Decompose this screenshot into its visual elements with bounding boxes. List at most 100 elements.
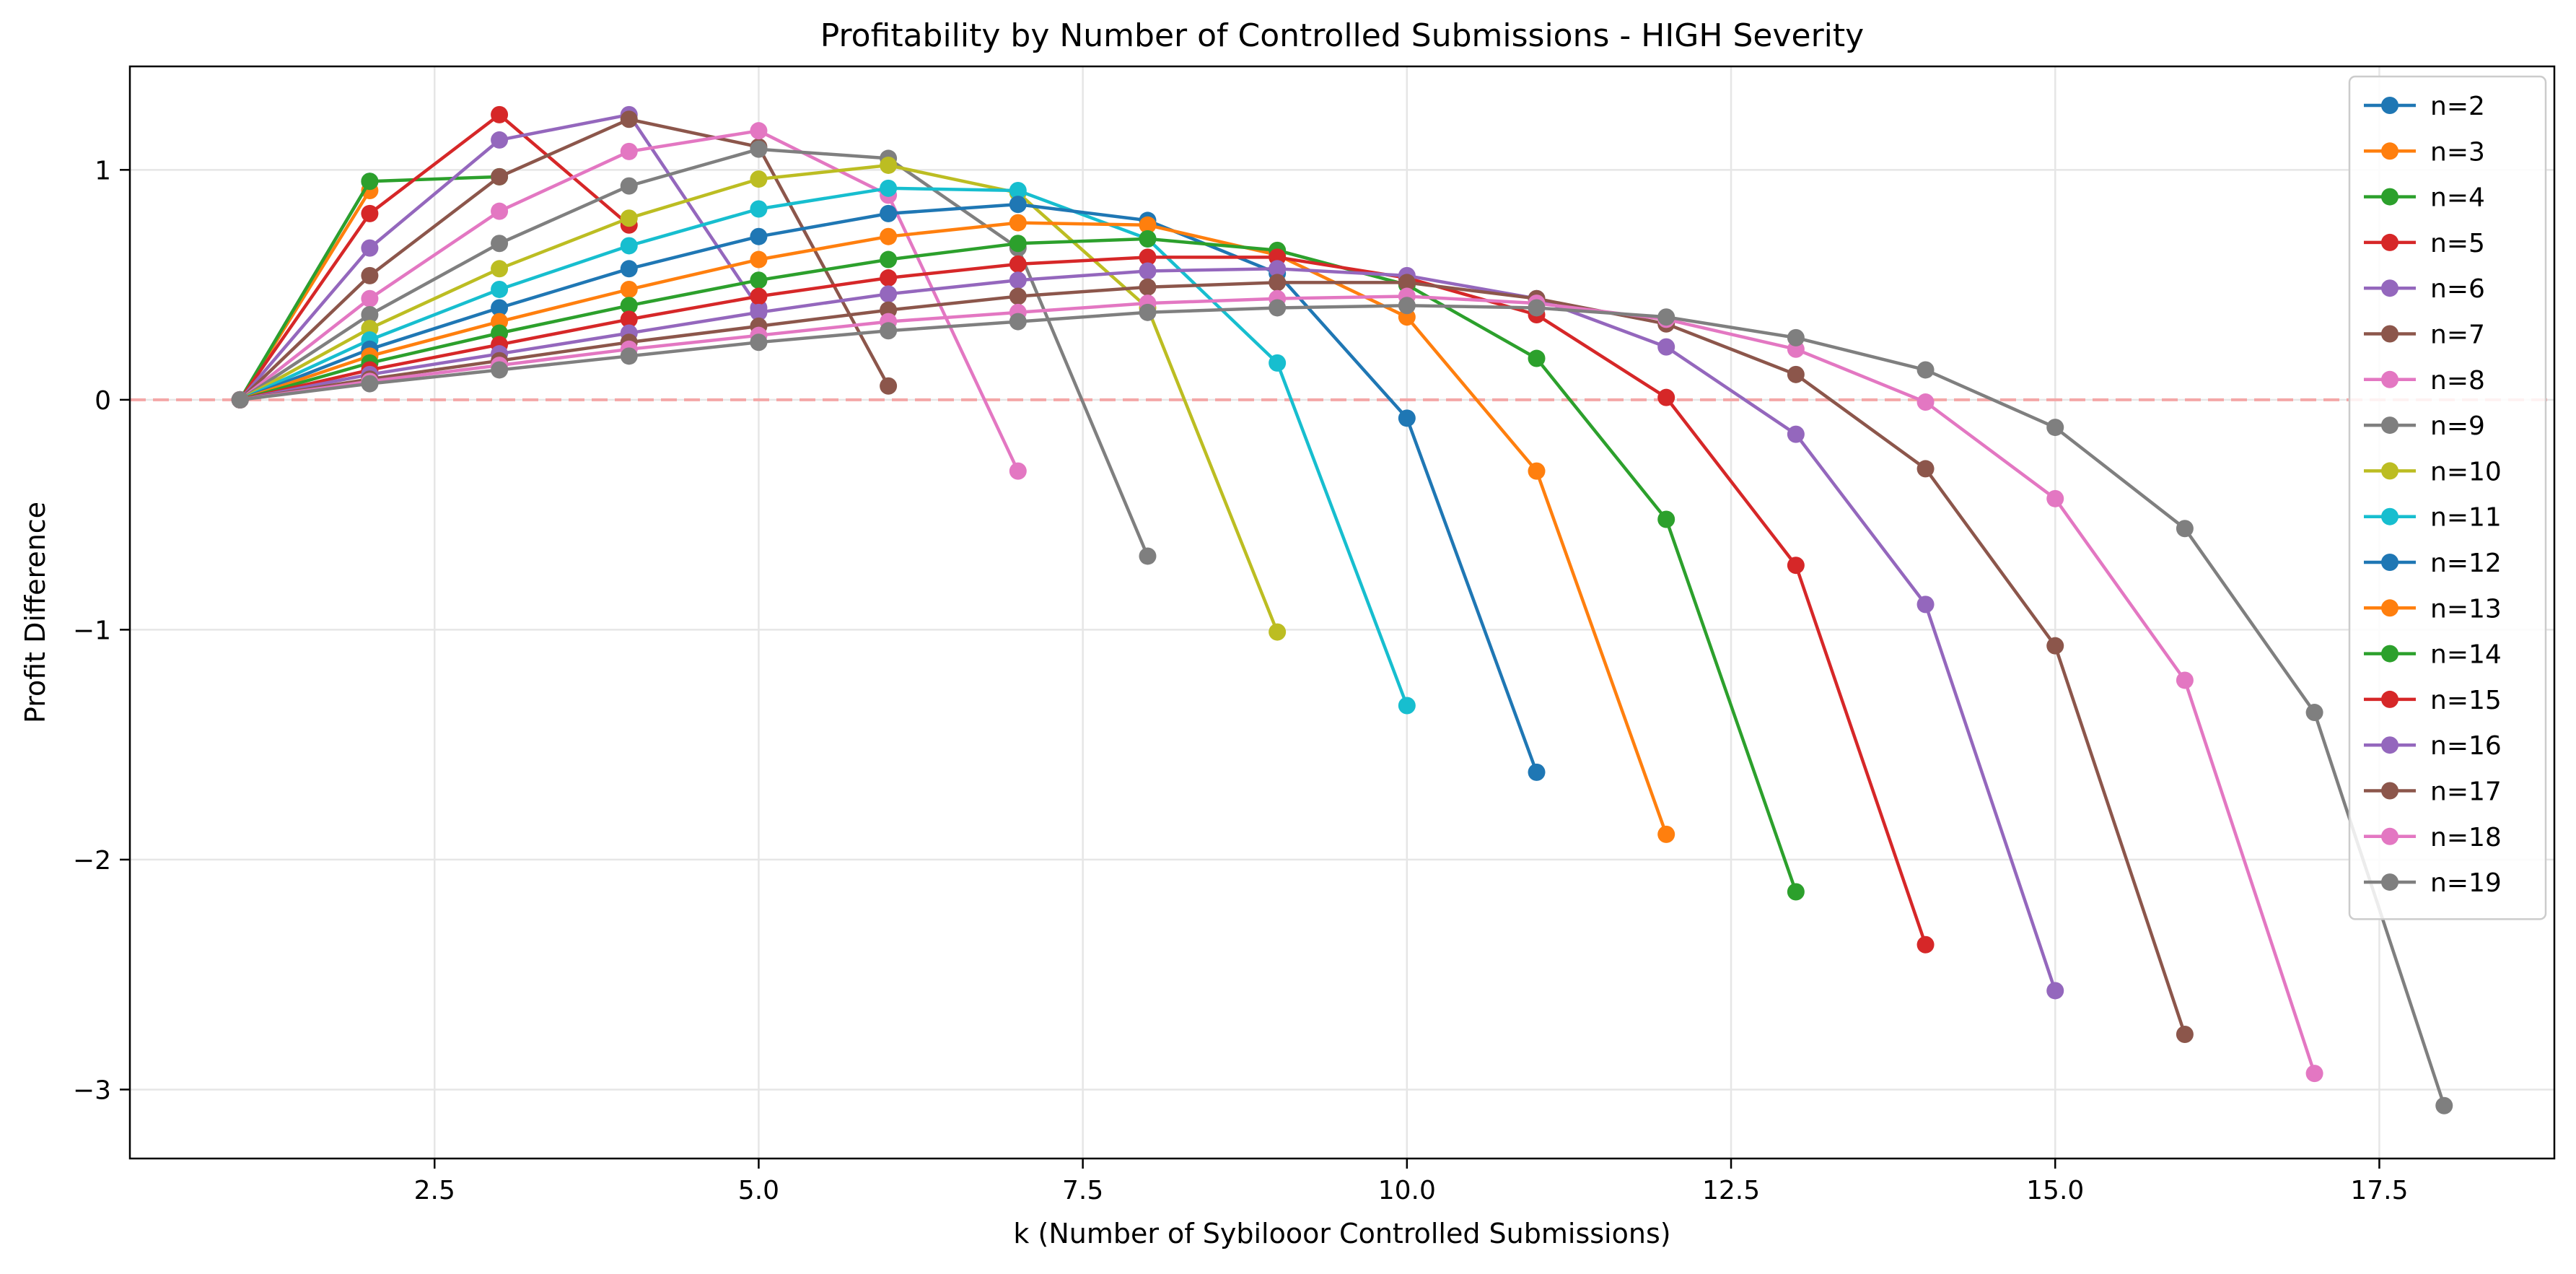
data-point — [750, 140, 768, 158]
data-point — [2176, 671, 2194, 689]
data-point — [1787, 425, 1805, 443]
legend-marker — [2381, 370, 2398, 388]
data-point — [880, 204, 898, 222]
chart-title: Profitability by Number of Controlled Su… — [820, 17, 1864, 54]
legend-item: n=8 — [2364, 366, 2485, 396]
legend-item: n=16 — [2364, 731, 2502, 761]
y-tick-label: −1 — [73, 616, 111, 645]
series-line — [239, 118, 890, 401]
series-line — [239, 221, 1668, 835]
legend-label: n=19 — [2430, 868, 2502, 898]
data-point — [620, 237, 638, 255]
legend-item: n=12 — [2364, 549, 2502, 578]
series-line — [240, 281, 2187, 1035]
data-point — [361, 266, 379, 284]
data-point — [1787, 365, 1805, 383]
legend-item: n=5 — [2364, 229, 2485, 258]
data-point — [1009, 214, 1027, 232]
data-point — [1269, 623, 1287, 641]
data-point — [1528, 763, 1546, 781]
data-point — [491, 131, 509, 149]
data-point — [1398, 409, 1416, 427]
legend-label: n=13 — [2430, 594, 2502, 624]
legend-marker — [2381, 97, 2398, 114]
legend-item: n=19 — [2364, 868, 2502, 898]
legend-item: n=13 — [2364, 594, 2502, 624]
data-point — [750, 170, 768, 188]
data-point — [1398, 274, 1416, 292]
legend-label: n=6 — [2430, 274, 2485, 304]
y-tick-label: 1 — [95, 156, 111, 186]
data-point — [1916, 460, 1935, 478]
legend-marker — [2381, 279, 2398, 297]
legend-item: n=3 — [2364, 137, 2485, 167]
legend-item: n=11 — [2364, 503, 2502, 533]
x-tick-label: 10.0 — [1378, 1176, 1436, 1205]
y-axis-ticks: 1 0 −1 −2 −3 — [73, 156, 130, 1105]
legend-item: n=4 — [2364, 183, 2485, 213]
data-point — [880, 322, 898, 340]
plot-frame — [128, 65, 2556, 1160]
data-point — [1139, 262, 1157, 280]
data-point — [1657, 825, 1675, 843]
x-axis-label: k (Number of Sybilooor Controlled Submis… — [1013, 1218, 1670, 1249]
legend-marker — [2381, 736, 2398, 754]
legend-label: n=4 — [2430, 183, 2485, 213]
legend-marker — [2381, 188, 2398, 206]
legend-label: n=5 — [2430, 229, 2485, 258]
data-point — [750, 303, 768, 321]
data-point — [1269, 354, 1287, 372]
data-point — [1139, 216, 1157, 234]
data-point — [1009, 235, 1027, 253]
data-point — [1139, 248, 1157, 266]
data-point — [361, 306, 379, 324]
data-point — [2046, 637, 2064, 655]
data-point — [1657, 338, 1675, 356]
legend-label: n=14 — [2430, 640, 2502, 670]
data-point — [1009, 182, 1027, 200]
data-point — [620, 209, 638, 227]
data-point — [2305, 704, 2323, 722]
legend-label: n=2 — [2430, 92, 2485, 121]
data-point — [620, 347, 638, 365]
y-tick-label: −2 — [73, 846, 111, 876]
legend-item: n=9 — [2364, 411, 2485, 441]
data-point — [620, 110, 638, 128]
data-point — [491, 299, 509, 317]
legend-marker — [2381, 233, 2398, 251]
data-point — [1139, 303, 1157, 321]
legend-label: n=8 — [2430, 366, 2485, 396]
data-point — [1139, 547, 1157, 565]
data-point — [361, 289, 379, 307]
legend-item: n=7 — [2364, 320, 2485, 350]
legend-marker — [2381, 142, 2398, 160]
data-point — [880, 227, 898, 245]
data-point — [750, 122, 768, 140]
legend-item: n=2 — [2364, 92, 2485, 121]
data-point — [880, 179, 898, 197]
legend-marker — [2381, 462, 2398, 480]
data-point — [1009, 255, 1027, 273]
data-point — [1657, 308, 1675, 326]
data-point — [1009, 313, 1027, 331]
legend-label: n=9 — [2430, 411, 2485, 441]
legend-marker — [2381, 416, 2398, 435]
legend-label: n=17 — [2430, 777, 2502, 807]
data-point — [1657, 510, 1675, 528]
legend: n=2 n=3 n=4 n=5 n=6 n=7 n=8 n=9 n=10 n=11 n=12 n=13… — [2348, 75, 2547, 920]
series-layer — [231, 105, 2453, 1114]
data-point — [1916, 935, 1935, 954]
data-point — [1269, 299, 1287, 317]
data-point — [2176, 520, 2194, 538]
x-tick-label: 7.5 — [1062, 1176, 1103, 1205]
data-point — [2046, 419, 2064, 437]
data-point — [750, 200, 768, 218]
data-point — [620, 142, 638, 160]
x-axis-ticks: 2.5 5.0 7.5 10.0 12.5 15.0 17.5 — [414, 1159, 2409, 1205]
data-point — [1139, 278, 1157, 296]
data-point — [620, 177, 638, 195]
legend-label: n=3 — [2430, 137, 2485, 167]
data-point — [1398, 297, 1416, 315]
series-n=19 — [231, 297, 2453, 1114]
